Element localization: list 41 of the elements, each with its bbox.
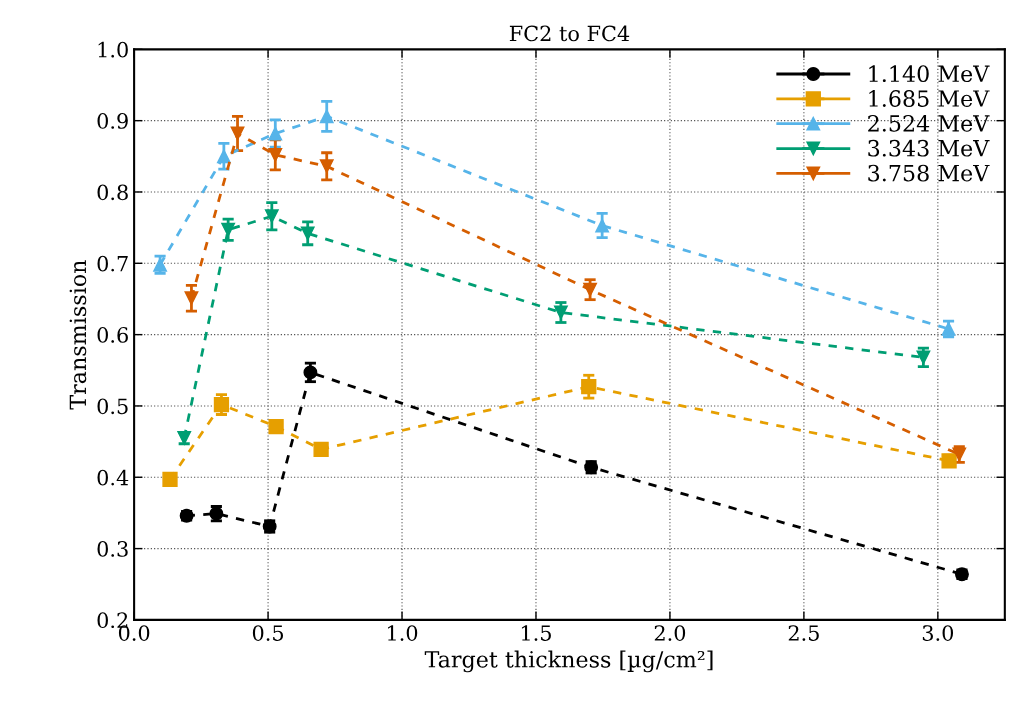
point (916, 350, 931, 365)
x-axis-title: Target thickness [µg/cm²] (424, 650, 713, 673)
y-tick-label: 0.7 (97, 255, 128, 272)
point (264, 209, 279, 224)
point (313, 441, 329, 458)
x-tick-label: 1.5 (521, 625, 551, 641)
point (553, 305, 568, 320)
point (268, 126, 283, 141)
legend-label: 3.343 MeV (868, 139, 990, 157)
point (319, 109, 334, 124)
point (595, 218, 610, 233)
legend-label: 2.524 MeV (868, 114, 990, 132)
y-axis-title: Transmission (69, 260, 87, 410)
point (303, 365, 318, 380)
x-tick-label: 3.0 (922, 625, 954, 641)
y-tick-label: 0.8 (97, 184, 128, 201)
y-tick-label: 1.0 (98, 41, 128, 58)
x-tick-label: 2.0 (654, 625, 686, 641)
legend-label: 3.758 MeV (868, 164, 990, 182)
point (230, 126, 245, 141)
legend-label: 1.685 MeV (869, 90, 990, 107)
point (184, 291, 199, 306)
y-tick-label: 0.6 (97, 327, 128, 343)
y-tick-label: 0.5 (97, 398, 128, 415)
point (581, 379, 597, 395)
point (583, 282, 598, 297)
point (268, 147, 283, 162)
point (268, 418, 284, 435)
y-tick-label: 0.4 (97, 469, 129, 486)
y-tick-label: 0.9 (97, 113, 128, 129)
point (221, 222, 236, 237)
x-tick-label: 1.0 (388, 625, 418, 641)
point (319, 159, 334, 174)
chart-title: FC2 to FC4 (509, 25, 630, 42)
x-tick-label: 2.5 (788, 625, 819, 641)
y-tick-label: 0.3 (97, 541, 128, 557)
point (162, 471, 178, 488)
x-tick-label: 0.5 (252, 625, 284, 641)
point (216, 149, 231, 164)
point (300, 226, 315, 241)
legend-label: 1.140 MeV (869, 65, 990, 83)
